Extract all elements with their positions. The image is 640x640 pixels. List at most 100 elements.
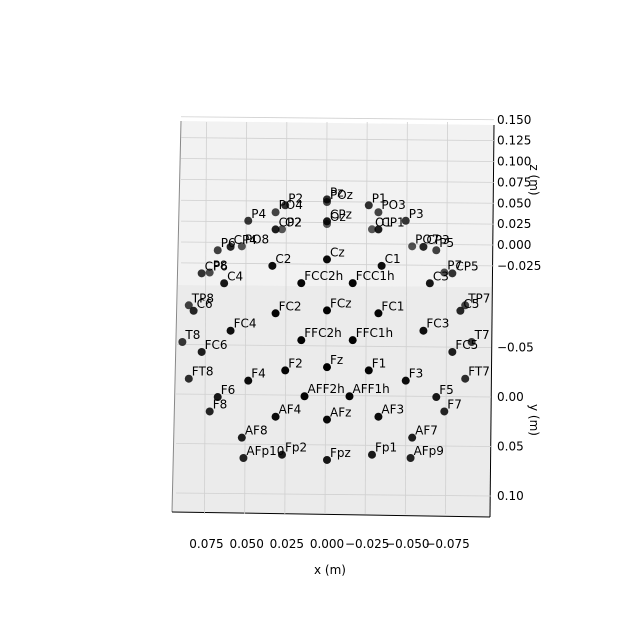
z-tick-label: 0.150 [497,113,531,127]
z-tick-label: 0.075 [497,175,531,189]
electrode-label: P3 [409,207,424,221]
electrode-label: PO3 [381,198,405,212]
electrode-point [348,279,357,288]
y-tick-label: −0.05 [497,341,534,355]
electrode-label: POz [330,188,353,202]
grid-line [404,121,408,515]
electrode-label: P8 [213,259,228,273]
electrode-point [374,208,383,217]
electrode-label: FT7 [468,365,490,379]
electrode-point [205,268,214,277]
electrode-label: AFz [330,406,351,420]
electrode-label: FCC2h [304,269,343,283]
electrode-point [189,306,198,315]
electrode-point [281,201,290,210]
x-tick-label: 0.050 [229,537,263,551]
electrode-label: Fz [330,353,343,367]
electrode-label: C4 [227,269,243,283]
electrode-point [419,242,428,251]
electrode-label: F8 [213,397,228,411]
grid-line [180,116,495,121]
electrode-point [226,242,235,251]
z-tick-label: 0.125 [497,134,531,148]
electrode-point [345,392,354,401]
electrode-point [184,374,193,383]
electrode-label: F2 [288,356,303,370]
z-tick-label: 0.025 [497,217,531,231]
electrode-point [425,279,434,288]
electrode-point [184,301,193,310]
electrode-label: FC4 [234,317,257,331]
x-axis-label: x (m) [314,563,346,577]
electrode-label: F3 [409,367,424,381]
electrode-point [448,269,457,278]
electrode-point [213,393,222,402]
electrode-label: F7 [447,397,462,411]
electrode-label: AF7 [415,424,438,438]
electrode-label: P7 [447,259,462,273]
electrode-point [205,407,214,416]
electrode-label: Fpz [330,446,351,460]
electrode-point [364,201,373,210]
electrode-label: FFC1h [356,326,393,340]
electrode-point [297,336,306,345]
z-axis-label: z (m) [527,164,541,195]
electrode-label: P1 [372,191,387,205]
x-tick-label: 0.000 [310,537,344,551]
electrode-point [237,242,246,251]
electrode-point [364,366,373,375]
electrode-label: C3 [433,269,449,283]
electrode-point [467,338,476,346]
electrode-label: FC6 [205,338,228,352]
y-tick-label: 0.05 [497,440,524,454]
electrode-label: O2 [285,215,302,229]
z-tick-label: −0.025 [497,259,541,273]
electrode-point [432,246,441,255]
left-edge [171,120,182,513]
electrode-label: C5 [463,297,479,311]
x-tick-label: 0.025 [270,537,304,551]
electrode-point [367,225,376,234]
electrode-label: CP2 [279,215,302,229]
x-axis-line [171,511,491,518]
electrode-point [348,336,357,345]
electrode-label: T8 [184,328,200,342]
electrode-point [323,455,331,464]
electrode-label: CPz [330,207,352,221]
grid-line [445,121,448,515]
y-tick-label: 0.10 [497,489,524,503]
electrode-point [197,269,206,278]
electrode-point [374,412,383,421]
electrode-label: AF3 [381,403,404,417]
electrode-point [406,453,415,462]
x-tick-label: −0.025 [345,537,389,551]
electrode-label: C6 [197,297,213,311]
grid-line [180,178,495,183]
electrode-point [278,450,287,459]
electrode-label: CP6 [205,259,228,273]
electrode-point [377,261,386,270]
electrode-label: AF4 [279,403,302,417]
grid-line [364,121,368,515]
electrode-label: AFp10 [246,444,284,458]
electrode-label: T7 [474,328,490,342]
electrode-label: CP4 [234,233,257,247]
electrode-label: FC5 [455,338,478,352]
electrode-label: P2 [288,191,303,205]
grid-line [175,492,492,497]
grid-line [180,241,495,246]
electrode-label: Fp1 [375,441,397,455]
electrode-label: PO7 [415,232,439,246]
electrode-point [237,433,246,442]
electrode-label: FC3 [426,317,449,331]
grid-line [180,137,495,142]
electrode-label: PO8 [245,232,269,246]
electrode-point [281,366,290,375]
x-tick-label: 0.075 [189,537,223,551]
electrode-label: FFC2h [304,326,341,340]
electrode-label: FCC1h [356,269,395,283]
electrode-label: FC1 [381,299,404,313]
electrode-label: F1 [372,356,387,370]
electrode-label: F6 [221,383,236,397]
